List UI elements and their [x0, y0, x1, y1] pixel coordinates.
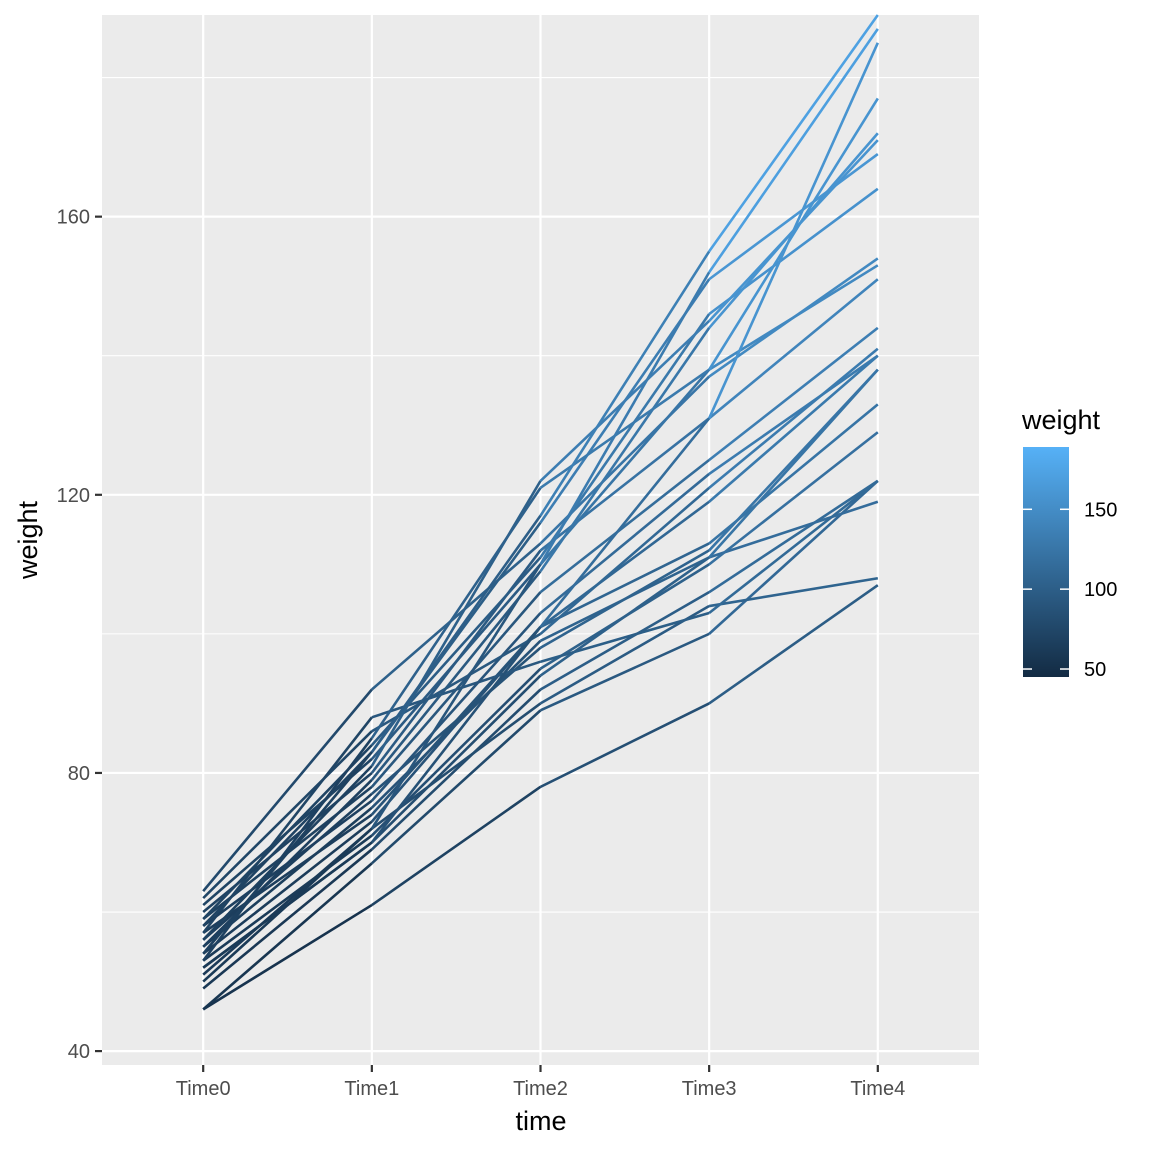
series-segment: [370, 639, 542, 809]
series-line: [202, 354, 879, 934]
series-segment: [539, 563, 710, 670]
series-line: [202, 28, 879, 983]
y-tick-label: 40: [68, 1041, 90, 1063]
series-segment: [708, 584, 879, 705]
major-gridlines: [102, 15, 979, 1065]
series-segment: [708, 326, 879, 462]
series-segment: [708, 479, 879, 615]
series-segment: [539, 368, 710, 489]
series-segment: [539, 417, 711, 628]
colorbar: [1023, 447, 1069, 677]
colorbar-tick-label: 100: [1084, 579, 1117, 601]
series-segment: [370, 688, 542, 851]
series-segment: [539, 486, 711, 635]
series-lines: [202, 14, 879, 1011]
series-segment: [202, 751, 373, 927]
series-segment: [708, 187, 879, 316]
legend: weight 50 100 150: [1021, 405, 1117, 681]
series-segment: [539, 459, 710, 594]
x-tick-label: Time4: [850, 1078, 905, 1100]
legend-title: weight: [1021, 405, 1101, 435]
colorbar-ticks: 50 100 150: [1023, 499, 1117, 681]
series-segment: [370, 542, 542, 691]
colorbar-tick-label: 150: [1084, 499, 1117, 521]
series-segment: [202, 862, 373, 1011]
series-segment: [708, 500, 879, 559]
series-segment: [708, 431, 879, 566]
series-segment: [708, 28, 879, 274]
series-segment: [539, 591, 710, 691]
series-segment: [371, 785, 542, 907]
series-segment: [370, 709, 542, 865]
colorbar-tick-label: 50: [1084, 659, 1106, 681]
axes: 40 80 120 160 Time0 Time1 Time2 Time3 Time4: [57, 207, 906, 1100]
x-tick-label: Time2: [513, 1078, 568, 1100]
x-tick-label: Time3: [682, 1078, 737, 1100]
series-segment: [202, 827, 373, 983]
series-segment: [202, 848, 373, 990]
series-segment: [539, 417, 710, 552]
series-segment: [539, 542, 710, 629]
series-segment: [370, 514, 542, 753]
series-segment: [539, 632, 710, 712]
series-segment: [202, 813, 373, 934]
series-segment: [202, 730, 373, 900]
series-segment: [539, 250, 711, 517]
series-segment: [202, 792, 373, 941]
series-segment: [202, 903, 373, 1011]
series-line: [202, 97, 879, 962]
series-segment: [539, 702, 710, 789]
series-segment: [708, 347, 879, 489]
x-tick-label: Time0: [176, 1078, 231, 1100]
x-tick-label: Time1: [344, 1078, 399, 1100]
series-segment: [370, 563, 542, 760]
series-segment: [708, 153, 879, 281]
series-segment: [202, 688, 373, 892]
series-segment: [708, 368, 879, 552]
series-segment: [202, 737, 373, 962]
y-tick-label: 160: [57, 207, 90, 229]
series-segment: [539, 320, 711, 482]
series-segment: [708, 97, 879, 371]
y-axis-title: weight: [13, 500, 43, 580]
series-segment: [708, 479, 879, 635]
series-segment: [539, 500, 710, 628]
series-line: [202, 584, 879, 1011]
series-line: [202, 479, 879, 1011]
series-segment: [539, 271, 711, 565]
series-line: [202, 14, 879, 955]
series-segment: [539, 549, 710, 649]
series-segment: [370, 626, 542, 844]
series-segment: [370, 487, 542, 739]
series-segment: [539, 327, 711, 573]
series-segment: [202, 834, 373, 962]
series-segment: [370, 612, 542, 802]
series-segment: [370, 591, 542, 788]
series-segment: [708, 354, 879, 503]
series-segment: [202, 751, 373, 955]
series-segment: [370, 563, 542, 830]
y-tick-label: 120: [57, 485, 90, 507]
series-segment: [707, 42, 879, 419]
series-segment: [708, 479, 879, 594]
y-tick-label: 80: [68, 763, 90, 785]
x-axis-title: time: [515, 1106, 566, 1136]
series-line: [202, 479, 879, 990]
series-segment: [708, 14, 879, 253]
series-segment: [202, 820, 373, 955]
series-segment: [370, 674, 542, 844]
series-segment: [539, 472, 710, 615]
series-segment: [540, 611, 710, 663]
series-segment: [708, 278, 879, 420]
series-segment: [708, 576, 879, 608]
series-segment: [708, 354, 879, 476]
